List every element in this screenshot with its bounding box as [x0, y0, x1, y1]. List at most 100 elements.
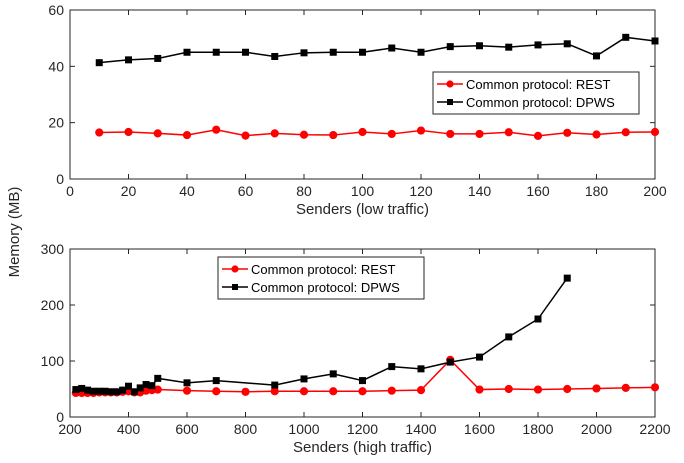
x-tick-label: 160	[526, 183, 550, 199]
y-tick-label: 40	[48, 58, 64, 74]
x-tick-label: 400	[117, 421, 141, 437]
data-point	[387, 129, 396, 139]
data-point	[329, 387, 338, 396]
data-point	[84, 386, 92, 394]
legend-marker	[446, 80, 454, 88]
data-point	[446, 129, 455, 139]
data-point	[505, 333, 513, 341]
data-point	[148, 382, 156, 390]
data-point	[212, 48, 220, 56]
data-point	[95, 128, 104, 137]
data-point	[329, 130, 338, 140]
legend-marker	[231, 265, 239, 273]
data-point	[622, 33, 630, 41]
data-point	[113, 388, 121, 396]
data-point	[124, 127, 133, 137]
data-point	[650, 127, 660, 137]
data-point	[107, 388, 115, 396]
legend-label: Common protocol: DPWS	[466, 95, 615, 110]
data-point	[329, 370, 337, 378]
data-point	[359, 48, 366, 56]
data-point	[271, 381, 279, 389]
data-point	[416, 126, 426, 135]
data-point	[270, 387, 279, 396]
x-tick-label: 1000	[288, 421, 319, 437]
data-point	[89, 387, 97, 395]
data-point	[153, 129, 162, 138]
data-point	[78, 384, 86, 392]
legend-label: Common protocol: REST	[251, 262, 396, 277]
x-tick-label: 80	[296, 183, 312, 199]
data-point	[592, 130, 601, 139]
x-tick-label: 0	[66, 183, 74, 199]
data-point	[95, 59, 103, 67]
y-tick-label: 100	[41, 353, 65, 369]
data-point	[446, 43, 454, 51]
data-point	[475, 129, 484, 139]
data-point	[125, 56, 132, 64]
data-point	[563, 40, 571, 48]
x-tick-label: 1400	[405, 421, 436, 437]
data-point	[153, 385, 162, 394]
data-point	[241, 131, 250, 140]
data-point	[72, 386, 80, 394]
x-axis-title: Senders (high traffic)	[293, 439, 432, 456]
data-point	[299, 130, 309, 139]
data-point	[358, 127, 367, 137]
data-point	[621, 383, 630, 392]
data-point	[621, 128, 630, 137]
data-point	[154, 374, 162, 382]
data-point	[299, 387, 309, 396]
x-tick-label: 100	[351, 183, 375, 199]
data-point	[534, 41, 542, 49]
data-point	[417, 365, 425, 373]
y-tick-label: 0	[56, 409, 64, 425]
x-tick-label: 180	[585, 183, 609, 199]
data-point	[300, 49, 308, 57]
x-tick-label: 60	[238, 183, 254, 199]
x-tick-label: 2200	[639, 421, 670, 437]
data-point	[329, 48, 337, 56]
series-line	[99, 36, 656, 64]
data-point	[504, 128, 513, 137]
data-point	[416, 386, 426, 395]
data-point	[417, 48, 425, 56]
data-point	[241, 387, 250, 396]
y-tick-label: 60	[48, 2, 64, 18]
data-point	[212, 377, 220, 385]
legend: Common protocol: REST Common protocol: DP…	[432, 71, 640, 115]
data-point	[119, 386, 127, 394]
chart-panel-high-traffic: 200 400 600 800 1000 1200 1400 1600 1800 2000 2200…	[41, 241, 671, 456]
data-point	[593, 52, 600, 60]
data-point	[651, 37, 659, 45]
data-point	[154, 54, 162, 62]
data-point	[136, 384, 144, 392]
data-point	[650, 383, 660, 392]
series-line	[99, 128, 656, 137]
x-tick-label: 600	[175, 421, 199, 437]
data-point	[563, 128, 572, 137]
legend-box	[217, 256, 425, 300]
x-tick-label: 1600	[464, 421, 495, 437]
legend-box	[432, 71, 640, 115]
y-tick-label: 0	[56, 171, 64, 187]
data-point	[534, 315, 542, 323]
data-point	[270, 129, 279, 138]
legend-marker	[232, 284, 238, 290]
x-tick-label: 120	[409, 183, 433, 199]
data-point	[212, 387, 221, 396]
x-tick-label: 140	[468, 183, 492, 199]
data-point	[212, 125, 221, 134]
y-tick-label: 200	[41, 297, 65, 313]
data-point	[142, 381, 150, 389]
x-tick-label: 2000	[581, 421, 612, 437]
data-point	[476, 42, 483, 50]
data-point	[125, 382, 132, 390]
data-point	[592, 384, 601, 393]
y-tick-label: 20	[48, 115, 64, 131]
legend-label: Common protocol: REST	[466, 77, 611, 92]
data-point	[476, 353, 483, 361]
legend-label: Common protocol: DPWS	[251, 280, 400, 295]
y-axis-title: Memory (MB)	[6, 187, 23, 278]
x-tick-label: 20	[121, 183, 137, 199]
